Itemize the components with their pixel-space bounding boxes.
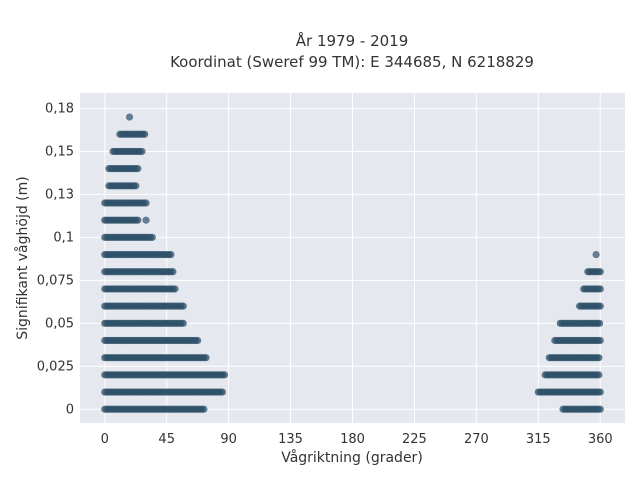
data-point	[134, 216, 142, 224]
x-tick-label: 315	[526, 432, 551, 447]
x-tick-label: 180	[340, 432, 365, 447]
data-point	[592, 250, 600, 259]
data-point	[595, 319, 604, 327]
data-point	[134, 165, 142, 173]
y-tick-label: 0,18	[45, 101, 74, 116]
data-point	[220, 371, 229, 379]
chart-title-line2: Koordinat (Sweref 99 TM): E 344685, N 62…	[170, 53, 534, 71]
data-point	[179, 302, 187, 310]
data-point	[595, 371, 603, 379]
y-tick-label: 0,05	[45, 316, 74, 331]
data-point	[167, 250, 175, 259]
data-point	[194, 336, 202, 345]
data-point	[596, 405, 604, 413]
data-point	[200, 405, 208, 413]
y-axis-ticks: 0 0,025 0,05 0,075 0,1 0,13 0,15 0,18	[37, 101, 74, 417]
y-tick-label: 0,15	[45, 144, 74, 159]
x-tick-label: 270	[464, 432, 489, 447]
x-tick-label: 90	[220, 432, 237, 447]
grid-lines	[80, 93, 625, 423]
x-tick-label: 225	[402, 432, 427, 447]
data-point	[148, 233, 156, 241]
data-point	[132, 182, 140, 190]
y-tick-label: 0	[66, 402, 74, 417]
data-point	[596, 336, 604, 345]
x-axis-ticks: 0 45 90 135 180 225 270 315 360	[101, 432, 613, 447]
x-tick-label: 360	[588, 432, 613, 447]
y-tick-label: 0,025	[37, 359, 74, 374]
y-tick-label: 0,1	[53, 230, 74, 245]
x-tick-label: 135	[278, 432, 303, 447]
data-point	[596, 302, 604, 310]
data-point	[125, 113, 134, 121]
data-point	[595, 354, 603, 362]
x-axis-label: Vågriktning (grader)	[281, 449, 423, 466]
data-point	[141, 130, 149, 138]
y-axis-label: Signifikant våghöjd (m)	[14, 176, 31, 339]
data-point	[142, 216, 150, 224]
data-point	[179, 319, 187, 327]
data-point	[142, 199, 150, 207]
data-point	[171, 285, 179, 293]
x-tick-label: 45	[158, 432, 175, 447]
data-point	[169, 268, 177, 276]
data-point	[596, 388, 604, 396]
data-point	[596, 285, 604, 293]
data-point	[218, 388, 227, 396]
data-points	[101, 113, 604, 413]
data-point	[596, 268, 604, 276]
data-point	[202, 354, 210, 362]
x-tick-label: 0	[101, 432, 109, 447]
y-tick-label: 0,13	[45, 187, 74, 202]
data-point	[138, 147, 146, 156]
chart-title-line1: År 1979 - 2019	[296, 31, 409, 50]
y-tick-label: 0,075	[37, 273, 74, 288]
